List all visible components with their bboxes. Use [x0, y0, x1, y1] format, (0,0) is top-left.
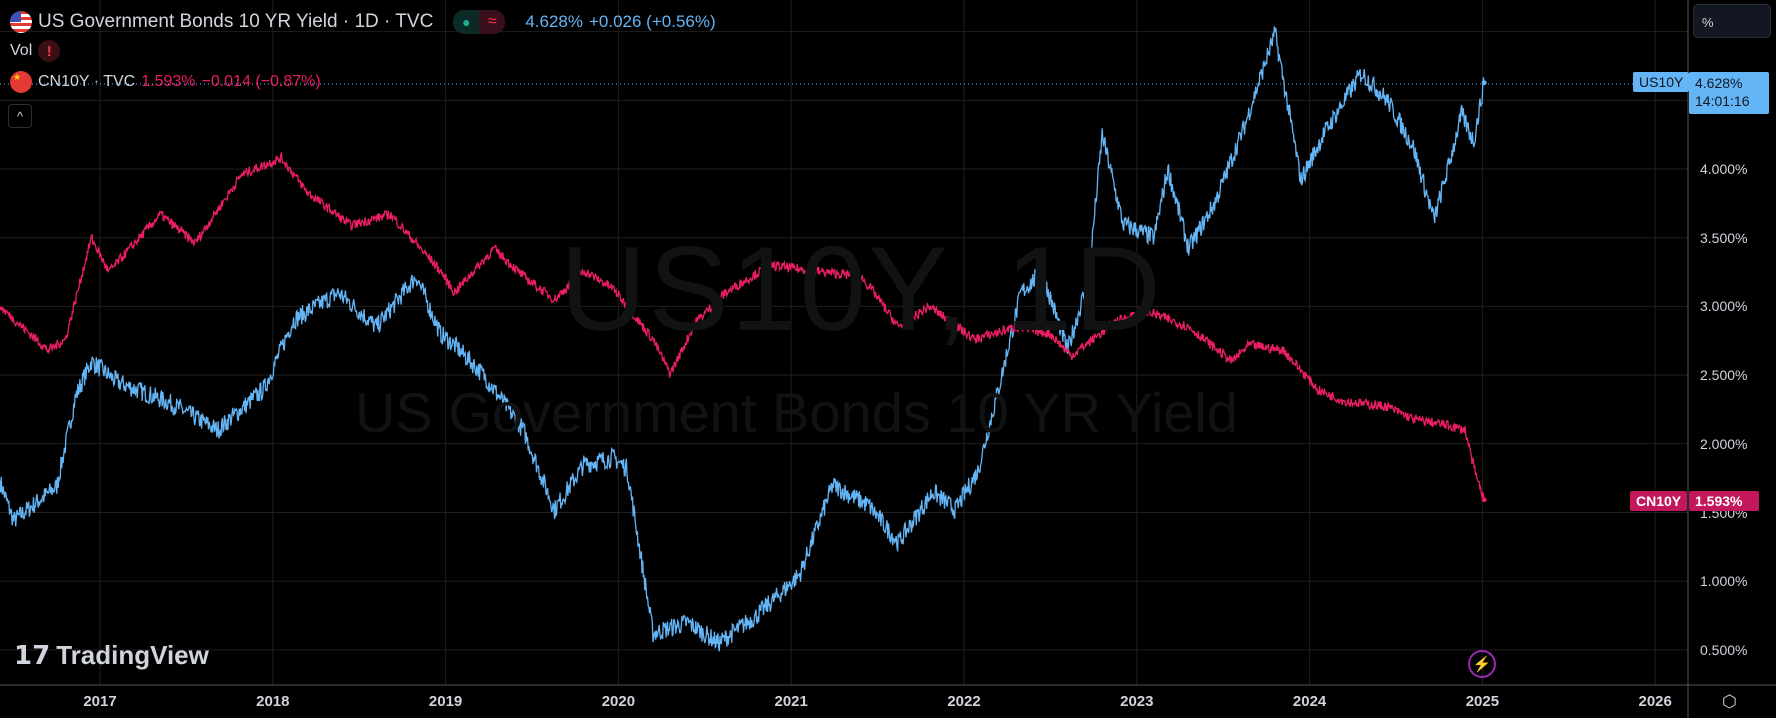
cn10y-symbol-tag: CN10Y — [1630, 491, 1688, 511]
collapse-legend-button[interactable]: ^ — [8, 104, 32, 128]
watermark-symbol: US10Y, 1D — [560, 222, 1163, 356]
time-tick-label: 2019 — [428, 693, 463, 710]
series-line-cn10y — [0, 151, 1485, 500]
price-tick-label: 3.000% — [1700, 298, 1748, 315]
warning-icon[interactable]: ! — [38, 40, 61, 62]
us10y-price: 4.628% — [1695, 75, 1743, 91]
bar-countdown: 14:01:16 — [1695, 93, 1750, 109]
price-tick-label: 4.000% — [1700, 161, 1748, 177]
volume-legend[interactable]: Vol ! — [10, 40, 61, 62]
time-tick-label: 2023 — [1120, 693, 1154, 710]
price-tick-label: 2.000% — [1700, 435, 1748, 452]
delayed-data-icon: ≈ — [479, 10, 506, 34]
time-tick-label: 2020 — [601, 693, 636, 710]
main-series-legend[interactable]: US Government Bonds 10 YR Yield · 1D · T… — [10, 10, 716, 34]
price-tick-label: 1.000% — [1700, 573, 1748, 590]
price-unit-selector[interactable]: % — [1693, 4, 1771, 38]
last-price: 4.628% — [525, 12, 583, 31]
china-flag-icon — [10, 71, 32, 93]
chart-settings-icon[interactable]: ⬡ — [1722, 692, 1737, 711]
compare-symbol[interactable]: CN10Y · TVC — [38, 73, 136, 90]
cn10y-price-tag: 1.593% — [1689, 491, 1759, 511]
volume-label: Vol — [10, 42, 33, 59]
us10y-symbol-tag: US10Y — [1633, 72, 1690, 92]
time-tick-label: 2022 — [947, 693, 981, 710]
symbol-title[interactable]: US Government Bonds 10 YR Yield · 1D · T… — [38, 11, 434, 32]
time-tick-label: 2025 — [1465, 693, 1500, 710]
watermark-name: US Government Bonds 10 YR Yield — [355, 381, 1239, 444]
market-open-icon: ● — [453, 10, 480, 34]
time-tick-label: 2024 — [1292, 693, 1327, 710]
time-tick-label: 2026 — [1638, 693, 1672, 710]
price-change: +0.026 (+0.56%) — [588, 12, 716, 31]
price-tick-label: 2.500% — [1700, 367, 1748, 384]
time-tick-label: 2018 — [256, 693, 290, 710]
time-tick-label: 2017 — [83, 693, 117, 710]
price-tick-label: 3.500% — [1700, 229, 1748, 246]
tradingview-logo[interactable]: 𝟭𝟳 TradingView — [14, 640, 209, 671]
us-flag-icon — [10, 11, 32, 33]
last-point-cn10y — [1481, 497, 1487, 503]
last-point-us10y — [1481, 80, 1487, 86]
compare-series-legend[interactable]: CN10Y · TVC 1.593% −0.014 (−0.87%) — [10, 71, 321, 93]
lightning-icon[interactable]: ⚡ — [1468, 650, 1496, 678]
compare-price: 1.593% — [141, 73, 196, 90]
status-pill[interactable]: ● ≈ — [453, 10, 506, 34]
compare-change: −0.014 (−0.87%) — [201, 73, 321, 90]
logo-text: TradingView — [56, 640, 209, 670]
price-tick-label: 0.500% — [1700, 641, 1748, 658]
us10y-price-tag: 4.628% 14:01:16 — [1689, 72, 1769, 114]
tradingview-logo-icon: 𝟭𝟳 — [14, 640, 51, 670]
time-tick-label: 2021 — [774, 693, 808, 710]
series-line-us10y — [0, 26, 1485, 652]
